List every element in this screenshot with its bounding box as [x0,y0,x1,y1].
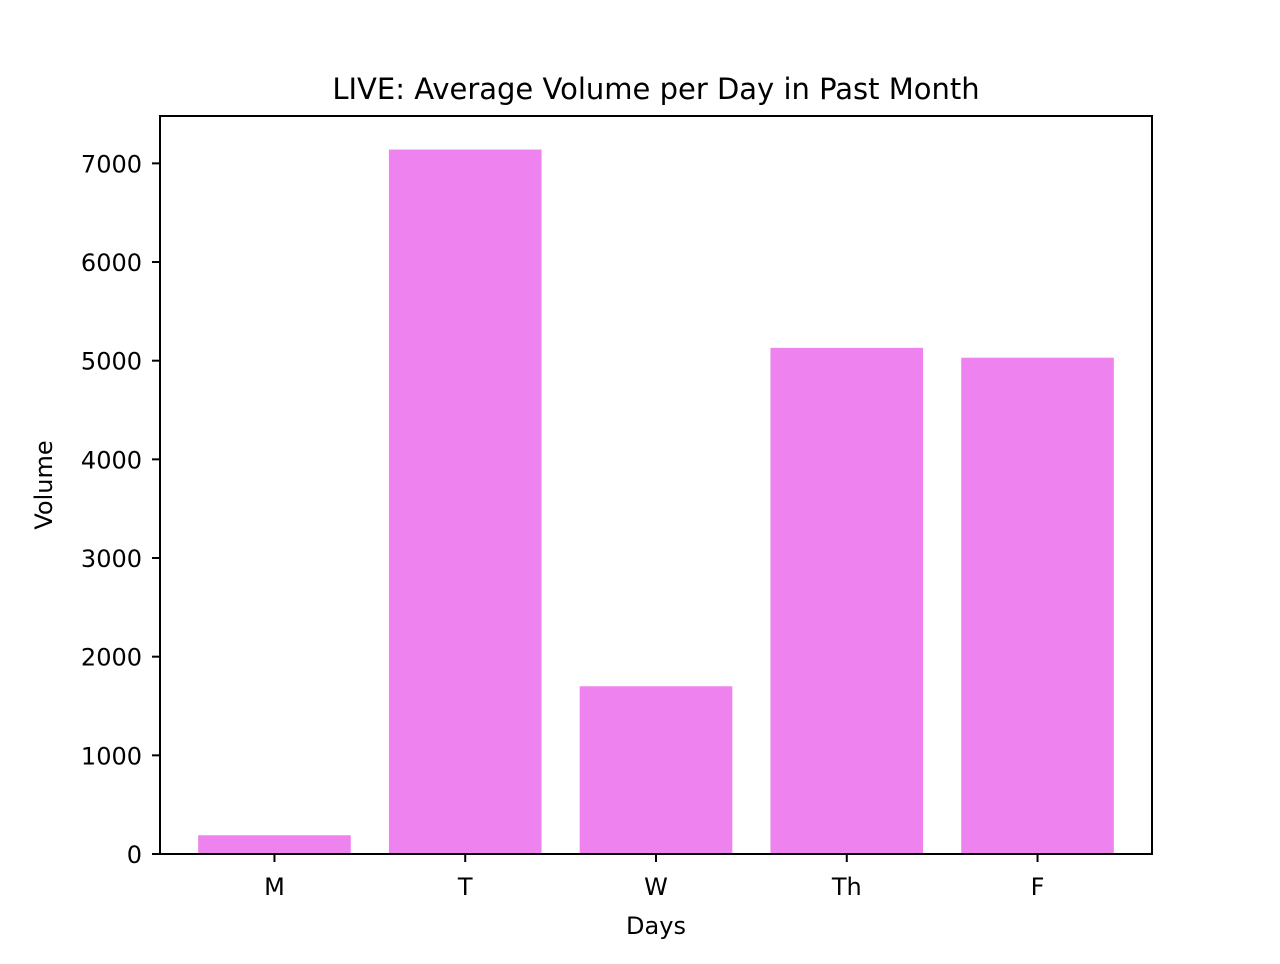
y-tick-label: 1000 [81,742,142,770]
bar-th [770,347,924,854]
plot-frame [159,115,1153,855]
y-tick-label: 4000 [81,446,142,474]
x-tick-label: Th [831,873,862,901]
y-tick-label: 6000 [81,249,142,277]
x-tick-label: T [457,873,473,901]
x-tick-label: M [264,873,285,901]
bar-m [198,835,351,854]
x-axis-ticks: M T W Th F [264,854,1044,901]
x-tick-label: W [644,873,668,901]
bars-group [198,149,1114,854]
y-axis-ticks: 0 1000 2000 3000 4000 5000 6000 7000 [81,150,160,869]
y-tick-label: 0 [127,841,142,869]
y-tick-label: 5000 [81,348,142,376]
chart-title: LIVE: Average Volume per Day in Past Mon… [332,72,979,106]
y-tick-label: 2000 [81,644,142,672]
y-tick-label: 3000 [81,545,142,573]
x-tick-label: F [1031,873,1045,901]
y-axis-label: Volume [30,440,58,529]
bar-t [388,149,542,854]
y-tick-label: 7000 [81,150,142,178]
bar-f [961,357,1114,854]
bar-w [579,686,733,854]
x-axis-label: Days [626,912,686,940]
